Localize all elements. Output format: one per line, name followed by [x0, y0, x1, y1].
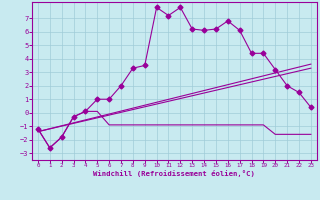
- X-axis label: Windchill (Refroidissement éolien,°C): Windchill (Refroidissement éolien,°C): [93, 170, 255, 177]
